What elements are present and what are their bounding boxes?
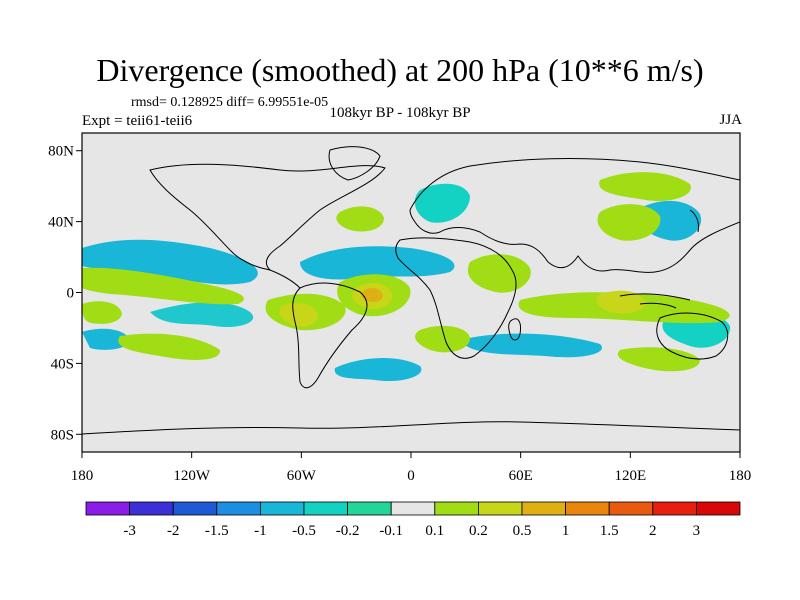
coastline-eurasia [409,158,740,273]
colorbar-swatch [216,501,261,516]
colorbar-swatch [259,501,305,516]
colorbar-swatch [172,501,218,516]
colorbar-label: -3 [123,523,136,539]
lon-tick-label: 180 [729,468,752,484]
negative-band-south-atlantic [334,357,422,382]
colorbar-swatch [347,501,392,516]
colorbar-label: -0.5 [292,523,316,539]
lon-tick-label: 180 [71,468,94,484]
colorbar-labels: -3 -2 -1.5 -1 -0.5 -0.2 -0.1 0.1 0.2 0.5 1 1.5 2 3 [123,523,700,539]
colorbar-label: -0.1 [379,523,403,539]
positive-band-south-atlantic [415,325,470,353]
positive-band-south-pacific [118,333,221,360]
lon-tick-label: 60W [287,468,317,484]
lon-tick-label: 0 [407,468,415,484]
lon-tick-label: 60E [509,468,533,484]
colorbar-swatch [565,501,610,516]
positive-band-north-pacific [82,267,244,305]
period-label: 108kyr BP - 108kyr BP [329,105,471,121]
colorbar-label: 2 [649,523,657,539]
coastline-central-america [269,269,301,289]
negative-band-south-east-pacific [82,328,130,350]
colorbar-swatch [521,501,566,516]
plot-title: Divergence (smoothed) at 200 hPa (10**6 … [96,52,704,88]
negative-band-north-pacific [82,239,258,285]
lat-tick-label: 80S [51,427,74,443]
positive-band-north-atlantic [336,206,384,232]
negative-band-tropical-atlantic [300,246,455,280]
lat-tick-label: 80N [48,144,74,160]
longitude-axis: 180 120W 60W 0 60E 120E 180 [71,452,752,484]
colorbar-swatch [85,501,130,516]
colorbar-swatch [390,501,436,516]
positive-band-east-pacific-south [279,303,318,327]
colorbar-label: 1 [562,523,570,539]
colorbar-label: -1.5 [205,523,229,539]
coastline-japan [689,209,699,233]
negative-band-north-atlantic [414,183,470,223]
colorbar-label: -1 [254,523,267,539]
colorbar [85,501,741,516]
coastline-africa [395,237,517,359]
coastlines [82,146,740,435]
negative-band-southern-indian [460,333,602,358]
colorbar-swatch [652,501,697,516]
colorbar-swatch [477,501,523,516]
coastline-madagascar [508,318,521,341]
lon-tick-label: 120E [614,468,646,484]
colorbar-label: -2 [167,523,180,539]
season-label: JJA [719,112,742,128]
coastline-north-america [149,163,386,271]
lat-tick-label: 40N [48,215,74,231]
colorbar-label: 1.5 [600,523,619,539]
coastline-south-america [292,282,368,389]
coastline-australia [656,312,729,360]
colorbar-swatch [608,501,654,516]
colorbar-label: 0.5 [513,523,532,539]
experiment-label: Expt = teii61-teii6 [82,113,193,129]
positive-band-dateline [82,301,122,324]
lat-tick-label: 40S [51,356,74,372]
positive-core-indian [596,290,646,314]
lat-tick-label: 0 [67,286,75,302]
latitude-axis: 80N 40N 0 40S 80S [48,144,82,443]
positive-band-southern-ocean [617,347,700,372]
colorbar-label: -0.2 [336,523,360,539]
colorbar-swatch [303,501,348,516]
negative-band-south-pacific [150,302,254,328]
colorbar-swatch [434,501,479,516]
colorbar-swatch [129,501,174,516]
coastline-greenland [328,146,381,181]
lon-tick-label: 120W [173,468,211,484]
divergence-field [82,172,731,382]
coastline-antarctica [82,421,740,435]
positive-band-north-indian [597,204,661,241]
colorbar-label: 0.1 [425,523,444,539]
colorbar-label: 3 [693,523,701,539]
colorbar-swatch [696,501,741,516]
colorbar-label: 0.2 [469,523,488,539]
positive-band-africa [467,254,531,293]
positive-band-north-asia [599,172,691,202]
positive-max-atlantic [361,288,383,303]
coastline-indonesia [619,293,691,309]
stats-label: rmsd= 0.128925 diff= 6.99551e-05 [131,95,329,110]
